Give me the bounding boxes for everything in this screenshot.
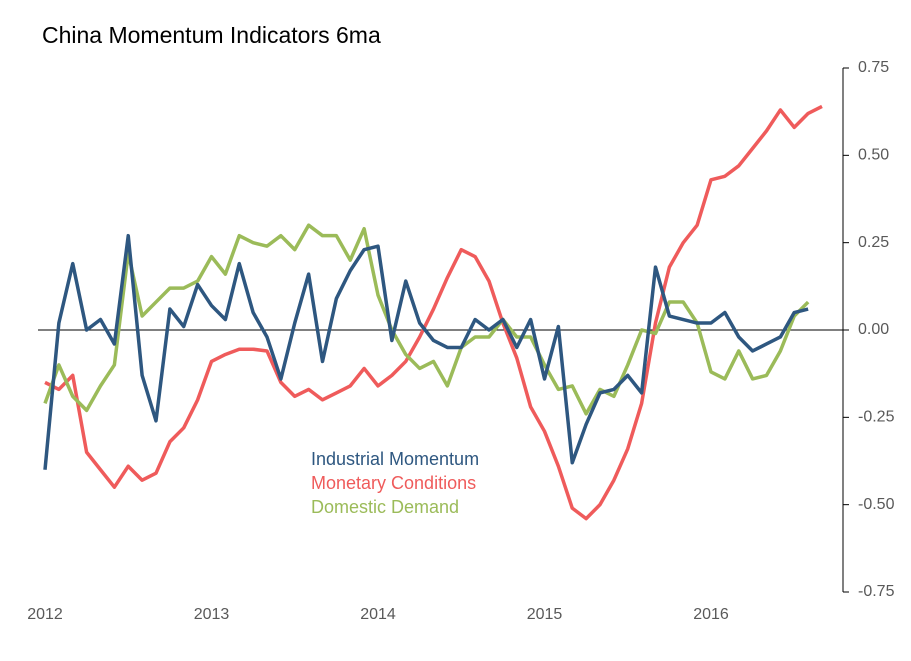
x-tick-label: 2016: [693, 606, 729, 623]
y-tick-label: 0.00: [858, 321, 889, 338]
x-tick-label: 2014: [360, 606, 396, 623]
y-tick-label: 0.50: [858, 147, 889, 164]
x-tick-label: 2012: [27, 606, 63, 623]
series-line: [43, 233, 809, 470]
y-tick-label: -0.25: [858, 409, 895, 426]
series-line: [43, 223, 810, 416]
x-tick-label: 2013: [194, 606, 230, 623]
legend-entry: Industrial Momentum: [311, 449, 479, 469]
y-tick-label: -0.75: [858, 583, 895, 600]
series-line: [44, 104, 823, 521]
y-tick-label: 0.25: [858, 234, 889, 251]
chart-title: China Momentum Indicators 6ma: [42, 22, 381, 48]
x-tick-label: 2015: [527, 606, 563, 623]
y-tick-label: 0.75: [858, 59, 889, 76]
y-tick-label: -0.50: [858, 496, 895, 513]
legend-entry: Domestic Demand: [311, 497, 459, 517]
legend-entry: Monetary Conditions: [311, 473, 476, 493]
